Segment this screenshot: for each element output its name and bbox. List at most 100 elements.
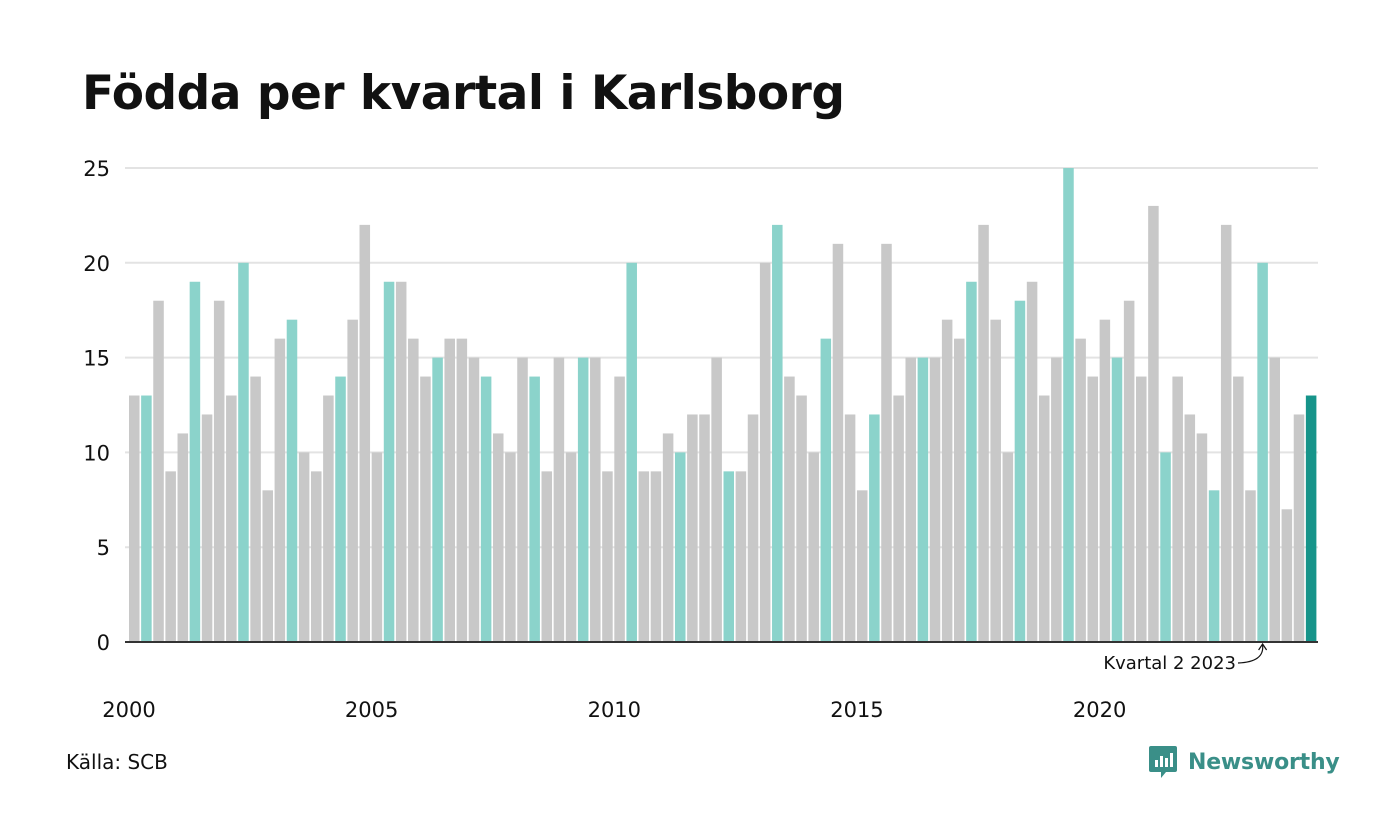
bar	[1245, 490, 1256, 642]
bar	[1014, 300, 1026, 642]
bar	[529, 376, 540, 642]
x-axis-labels: 2000 2005 2010 2015 2020	[102, 698, 1126, 722]
bar	[189, 281, 201, 642]
y-tick-label: 10	[83, 441, 110, 465]
bar	[590, 357, 601, 642]
newsworthy-logo: Newsworthy	[1148, 744, 1340, 780]
bar	[1269, 357, 1280, 642]
bar	[674, 452, 686, 642]
x-tick-label: 2015	[830, 698, 883, 722]
bar	[905, 357, 917, 642]
bar	[226, 395, 237, 642]
bar	[881, 243, 892, 642]
bar	[808, 452, 819, 642]
bar	[929, 357, 941, 642]
bar	[383, 281, 395, 642]
bar	[1087, 376, 1099, 642]
bar	[298, 452, 310, 642]
bar	[1111, 357, 1123, 642]
bar	[662, 433, 674, 642]
latest-quarter-annotation: Kvartal 2 2023	[1103, 642, 1268, 674]
bar	[201, 414, 213, 642]
bar	[735, 471, 747, 642]
bar	[517, 357, 528, 642]
bar	[286, 319, 298, 642]
bar	[759, 262, 771, 642]
bar	[480, 376, 492, 642]
bar	[262, 490, 273, 642]
bar	[444, 338, 455, 642]
bar	[1220, 224, 1232, 642]
bar	[1160, 452, 1171, 642]
bar	[505, 452, 516, 642]
chart-title: Födda per kvartal i Karlsborg	[82, 66, 845, 121]
y-axis-labels: 0 5 10 15 20 25	[83, 157, 110, 655]
bar	[577, 357, 589, 642]
bar	[1075, 338, 1086, 642]
y-tick-label: 25	[83, 157, 110, 181]
bar	[323, 395, 334, 642]
bar	[1196, 433, 1208, 642]
bar	[1208, 490, 1220, 642]
bar	[832, 243, 844, 642]
bar	[165, 471, 176, 642]
bar	[917, 357, 929, 642]
x-tick-label: 2010	[588, 698, 641, 722]
bar-chart: 0 5 10 15 20 25 2000 2005 2010 2015 2020 Kvartal …	[83, 157, 1318, 722]
bar	[784, 376, 795, 642]
bar	[492, 433, 504, 642]
bar	[250, 376, 261, 642]
bar	[347, 319, 358, 642]
bar	[978, 224, 989, 642]
bar	[941, 319, 953, 642]
bar	[820, 338, 832, 642]
bar	[990, 319, 1001, 642]
bars	[129, 168, 1317, 643]
bar	[723, 471, 735, 642]
bar	[1123, 300, 1135, 642]
bar	[310, 471, 322, 642]
bar	[966, 281, 977, 642]
bar	[772, 224, 783, 642]
bar	[141, 395, 152, 642]
bar	[177, 433, 189, 642]
newsworthy-logo-icon	[1149, 746, 1177, 778]
bar	[844, 414, 856, 642]
bar	[1136, 376, 1147, 642]
annotation-arrow	[1237, 644, 1264, 664]
bar	[274, 338, 286, 642]
bar	[553, 357, 565, 642]
bar	[856, 490, 868, 642]
bar	[153, 300, 164, 642]
bar	[954, 338, 965, 642]
y-tick-label: 15	[83, 347, 110, 371]
x-tick-label: 2000	[102, 698, 155, 722]
bar	[699, 414, 710, 642]
source-note: Källa: SCB	[66, 750, 168, 774]
bar	[408, 338, 419, 642]
bar	[1233, 376, 1244, 642]
bar	[129, 395, 140, 642]
y-tick-label: 5	[97, 536, 110, 560]
bar	[371, 452, 383, 642]
bar	[468, 357, 480, 642]
bar	[1281, 509, 1293, 642]
bar	[626, 262, 637, 642]
bar	[1063, 168, 1074, 642]
annotation-arrowhead	[1258, 642, 1268, 651]
bar	[565, 452, 577, 642]
bar	[359, 224, 371, 642]
bar	[796, 395, 807, 642]
bar	[1038, 395, 1050, 642]
bar	[1172, 376, 1183, 642]
bar	[650, 471, 662, 642]
bar	[1148, 205, 1159, 643]
bar	[541, 471, 553, 642]
y-tick-label: 0	[97, 631, 110, 655]
bar	[602, 471, 613, 642]
bar	[238, 262, 249, 642]
brand-name: Newsworthy	[1188, 749, 1340, 775]
bar	[420, 376, 431, 642]
bar	[456, 338, 468, 642]
x-tick-label: 2005	[345, 698, 398, 722]
